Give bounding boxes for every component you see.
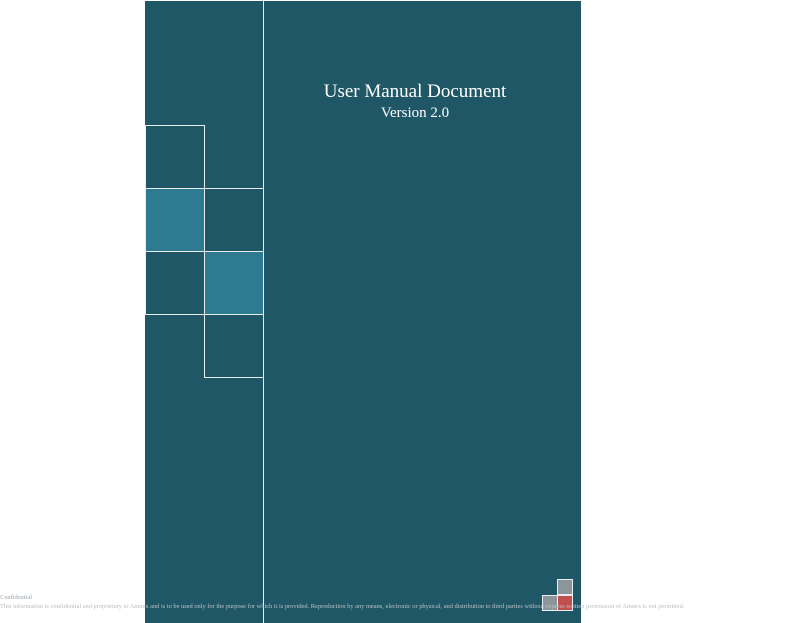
document-title: User Manual Document <box>323 81 507 102</box>
decor-tile <box>145 251 205 315</box>
decor-tile <box>145 125 205 189</box>
decor-tile <box>204 314 264 378</box>
title-block: User Manual Document Version 2.0 <box>264 80 566 122</box>
logo-block-red <box>557 595 573 611</box>
document-version: Version 2.0 <box>380 105 450 121</box>
decor-tile-accent <box>145 188 205 252</box>
confidential-notice: This information is confidential and pro… <box>0 603 685 610</box>
logo-block-gray <box>557 579 573 595</box>
confidential-label: Confidential <box>0 595 33 601</box>
decor-tile <box>204 188 264 252</box>
confidential-footer: Confidential This information is confide… <box>0 594 802 611</box>
decor-tile-accent <box>204 251 264 315</box>
